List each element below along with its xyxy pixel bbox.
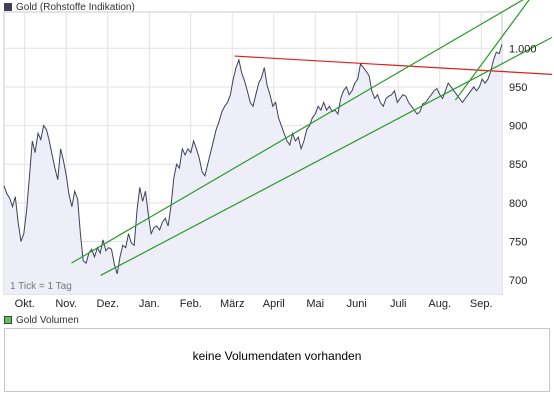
tick-note: 1 Tick = 1 Tag: [10, 281, 72, 292]
x-tick-label: Juli: [390, 298, 407, 310]
legend-volume: Gold Volumen: [4, 314, 79, 326]
x-tick-label: Juni: [347, 298, 367, 310]
x-tick-label: Okt.: [15, 298, 35, 310]
x-tick-label: Aug.: [428, 298, 451, 310]
trendline-lower-channel: [100, 36, 553, 276]
y-tick-label: 750: [509, 236, 527, 248]
y-axis: 700 750 800 850 900 950 1.000: [509, 43, 537, 287]
legend-price: Gold (Rohstoffe Indikation): [4, 1, 135, 13]
x-tick-label: Jan.: [139, 298, 160, 310]
price-line: [3, 44, 503, 275]
y-tick-label: 900: [509, 121, 527, 133]
x-tick-label: Nov.: [55, 298, 77, 310]
x-tick-label: März: [220, 298, 244, 310]
legend-volume-label: Gold Volumen: [16, 314, 79, 326]
x-tick-label: Dez.: [96, 298, 119, 310]
price-chart: 700 750 800 850 900 950 1.000 Okt. Nov. Dez. Jan.…: [3, 0, 553, 310]
price-swatch-icon: [4, 3, 12, 11]
legend-price-label: Gold (Rohstoffe Indikation): [16, 1, 135, 13]
y-tick-label: 850: [509, 159, 527, 171]
trendlines: [71, 0, 553, 276]
y-tick-label: 950: [509, 82, 527, 94]
volume-message: keine Volumendaten vorhanden: [192, 349, 362, 363]
x-tick-label: Sep.: [470, 298, 493, 310]
x-tick-label: April: [263, 298, 285, 310]
price-area: [4, 44, 502, 295]
trendline-upper-channel: [71, 0, 524, 264]
trendline-resistance: [234, 55, 553, 75]
volume-panel: keine Volumendaten vorhanden: [4, 328, 550, 392]
x-axis: Okt. Nov. Dez. Jan. Feb. März April Mai Juni Juli…: [15, 298, 493, 310]
trendline-inner-channel: [454, 0, 530, 101]
y-tick-label: 700: [509, 275, 527, 287]
x-tick-label: Mai: [306, 298, 324, 310]
x-tick-label: Feb.: [180, 298, 202, 310]
volume-swatch-icon: [4, 316, 12, 324]
y-tick-label: 800: [509, 198, 527, 210]
y-tick-label: 1.000: [509, 43, 537, 55]
